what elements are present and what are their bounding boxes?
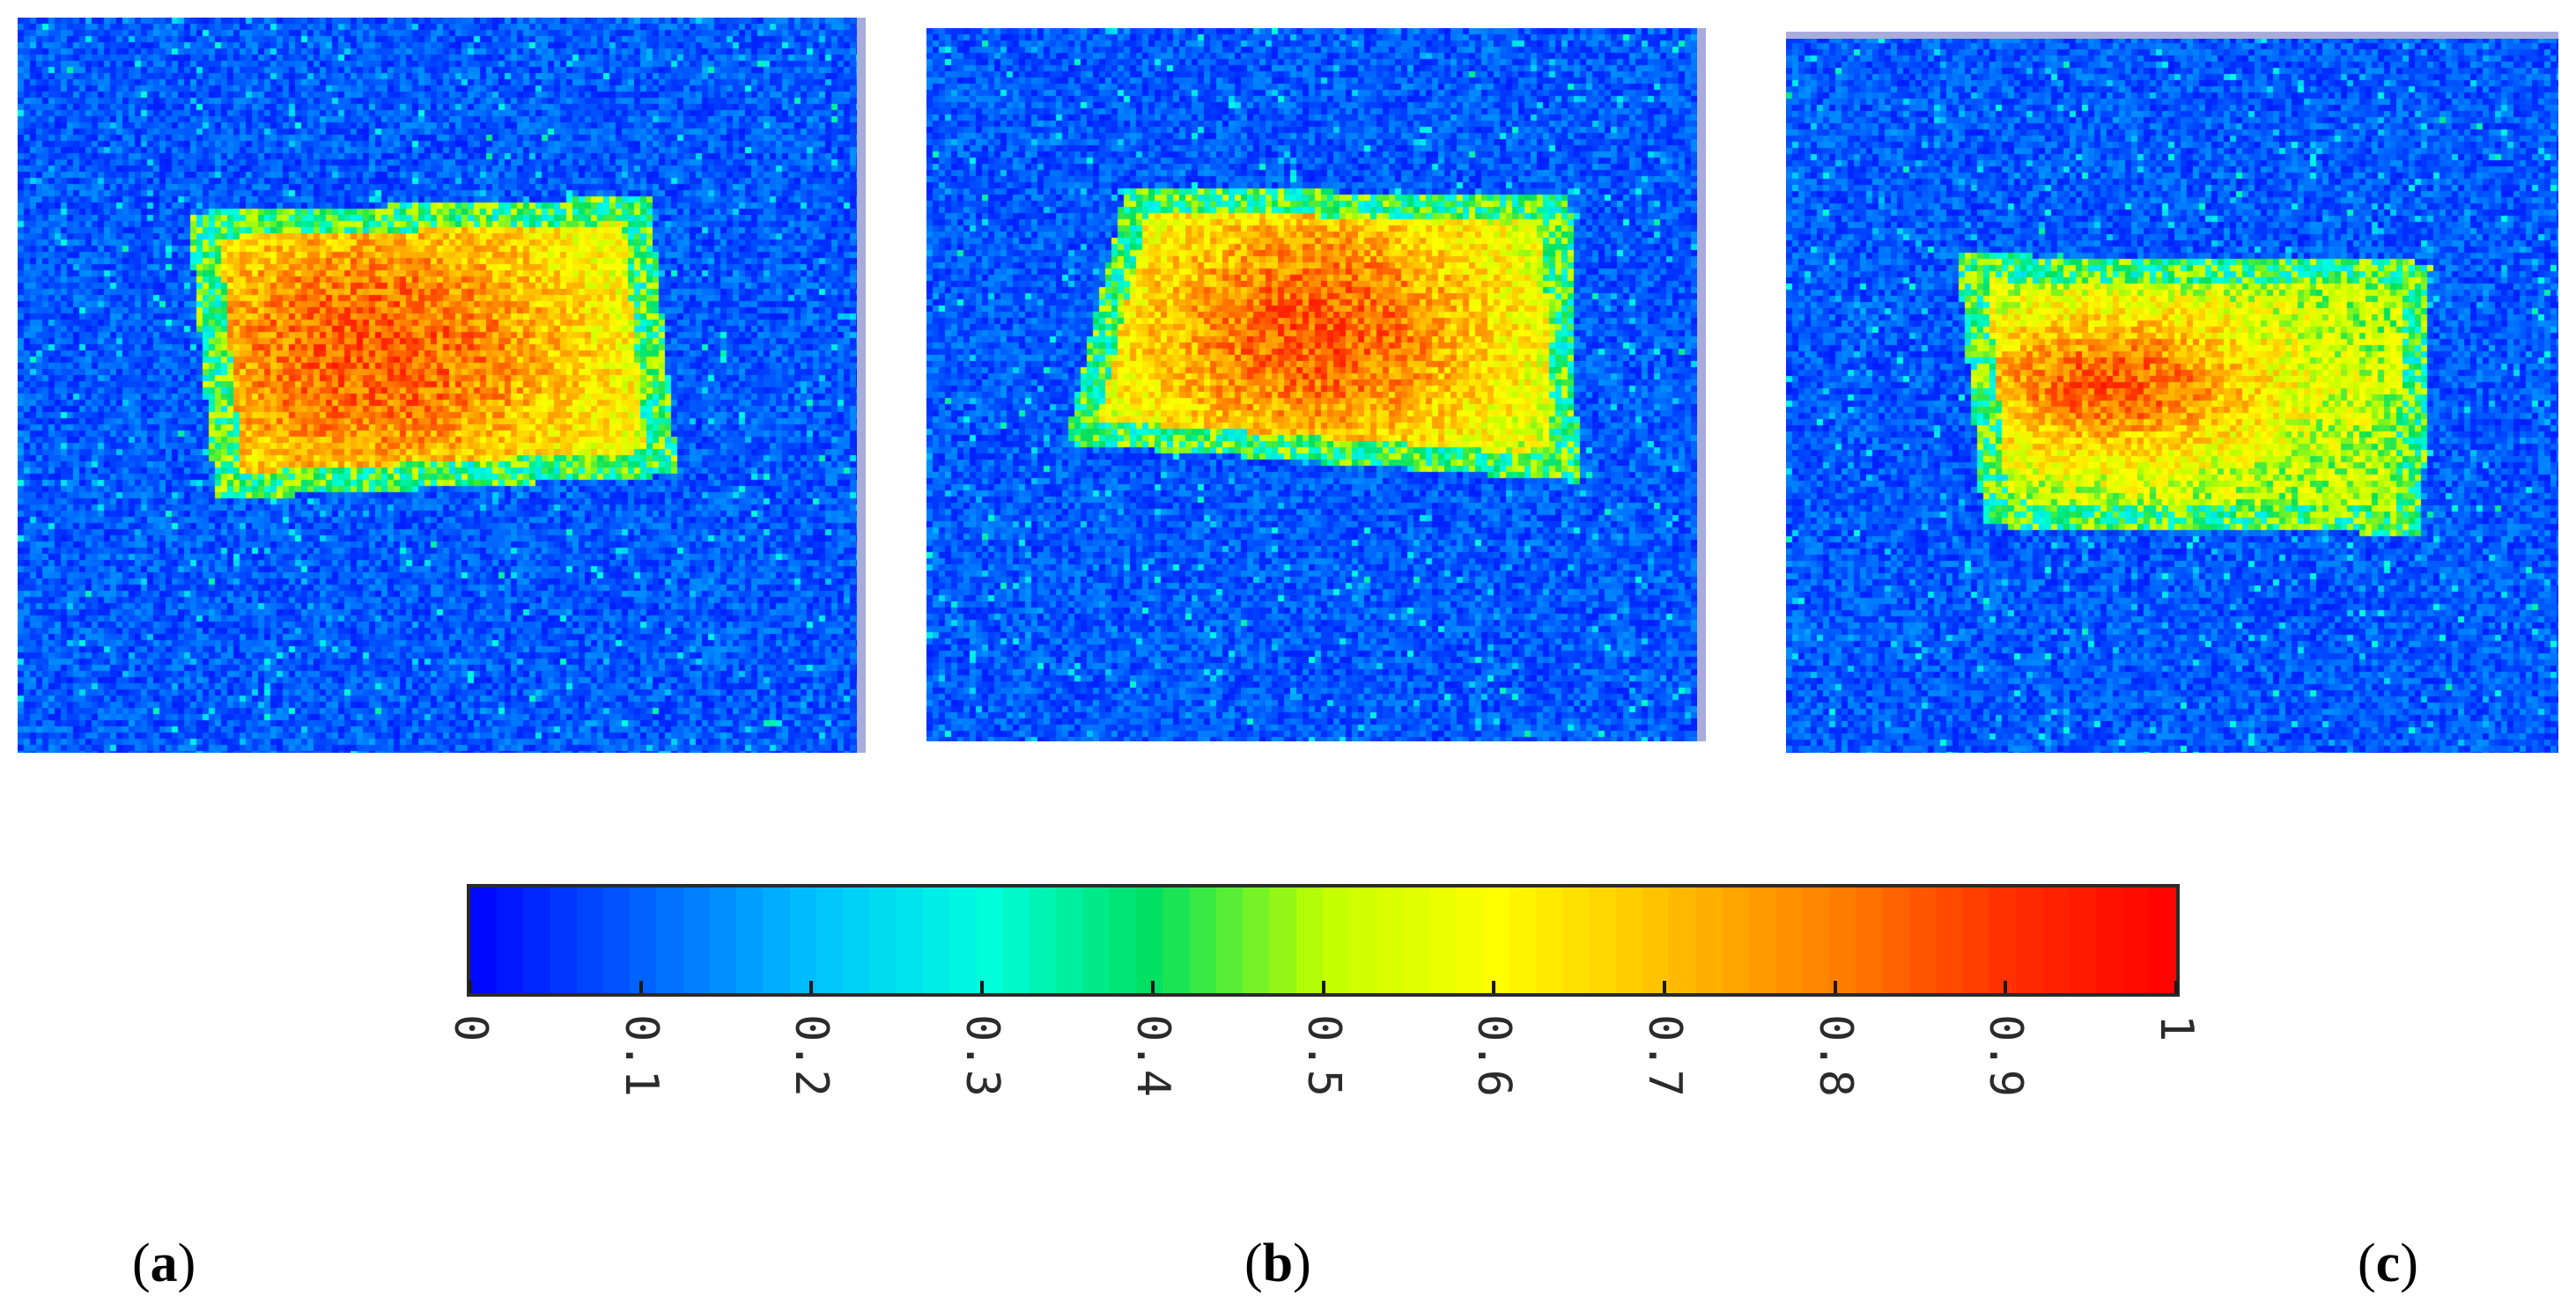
colorbar-tick-label: 0.8 <box>1808 1014 1862 1097</box>
colorbar-tick-label: 0.7 <box>1637 1014 1691 1097</box>
colorbar-tick <box>809 981 814 993</box>
colorbar-tick <box>1492 981 1496 993</box>
caption-b: (b) <box>1244 1234 1311 1293</box>
panel-a-right-edge <box>857 18 866 753</box>
colorbar-tick-label: 0.9 <box>1979 1014 2033 1097</box>
colorbar-tick-label: 0 <box>444 1014 497 1042</box>
panel-b-right-edge <box>1697 28 1706 741</box>
colorbar-tick <box>1321 981 1325 993</box>
colorbar-tick <box>2174 981 2178 993</box>
caption-c-letter: c <box>2375 1234 2401 1293</box>
colorbar-tick-label: 1 <box>2150 1014 2203 1042</box>
colorbar-tick <box>469 981 472 993</box>
heatmap-panel-b <box>926 28 1699 741</box>
heatmap-image-b <box>926 28 1699 741</box>
colorbar-tick <box>1833 981 1837 993</box>
colorbar-tick-label: 0.2 <box>785 1014 838 1097</box>
colorbar-tick <box>2004 981 2008 993</box>
caption-b-letter: b <box>1262 1234 1294 1293</box>
caption-a: (a) <box>132 1234 196 1293</box>
colorbar-tick <box>638 981 643 993</box>
heatmap-image-a <box>18 18 859 753</box>
colorbar-tick <box>1150 981 1155 993</box>
colorbar-tick-label: 0.1 <box>614 1014 668 1097</box>
heatmap-panel-a <box>18 18 859 753</box>
heatmap-panel-c <box>1786 37 2558 753</box>
colorbar-tick <box>1662 981 1666 993</box>
caption-a-letter: a <box>150 1234 178 1293</box>
caption-c: (c) <box>2358 1234 2418 1293</box>
colorbar <box>467 884 2180 997</box>
colorbar-tick-label: 0.4 <box>1126 1014 1179 1097</box>
colorbar-tick-label: 0.6 <box>1467 1014 1521 1097</box>
colorbar-tick-label: 0.3 <box>956 1014 1009 1097</box>
panel-c-top-edge <box>1786 32 2558 39</box>
heatmap-image-c <box>1786 37 2558 753</box>
colorbar-tick <box>980 981 985 993</box>
colorbar-tick-label: 0.5 <box>1296 1014 1350 1097</box>
